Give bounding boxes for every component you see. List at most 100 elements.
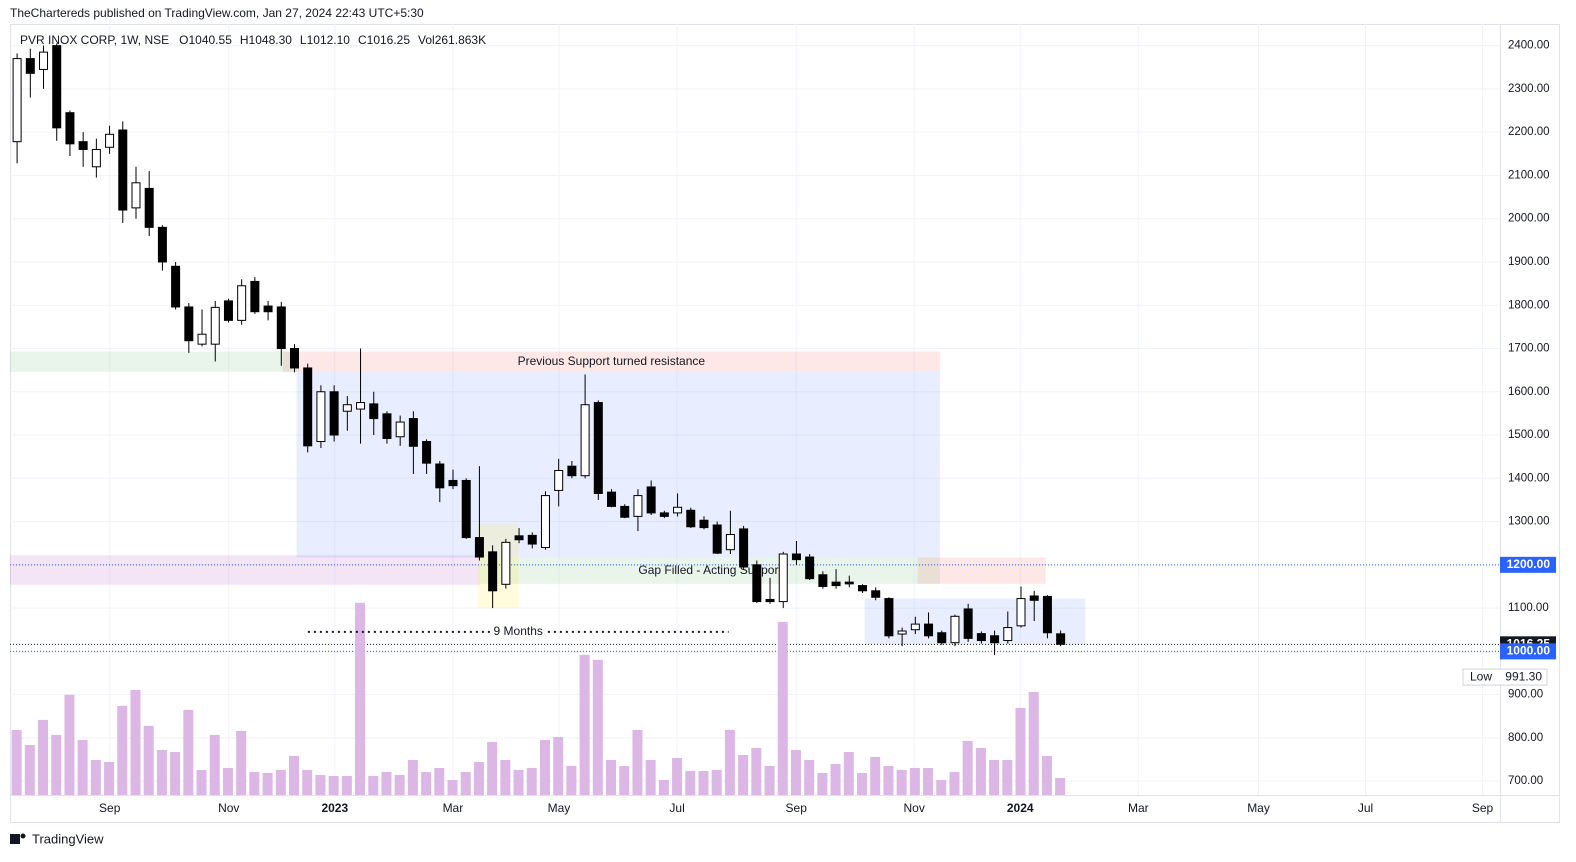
volume-bar [460,771,471,795]
ohlc-label: O1040.55 [179,33,232,47]
volume-bar [434,767,445,795]
candle-body [607,491,617,507]
candle-body [448,479,458,487]
volume-bar [936,779,947,795]
candle-body [871,590,881,598]
y-tick-label: 2100.00 [1508,169,1550,181]
x-tick-label: Nov [218,801,239,815]
candle-body [12,58,22,143]
measure-label-bg [490,623,547,640]
volume-bar [724,729,735,795]
candle-body [844,581,854,585]
volume-bar [685,770,696,795]
volume-bar [896,769,907,795]
price-badge [1500,556,1556,573]
volume-bar [672,757,683,795]
candle-body [250,280,260,313]
candle-body [1003,627,1013,642]
candle-body [395,421,405,438]
candle-body [514,535,524,541]
volume-bar [698,770,709,795]
volume-bar [658,779,669,795]
candle-body [963,608,973,639]
ohlc-label: C1016.25 [358,33,410,47]
candle-body [474,537,484,558]
candle-body [805,556,815,580]
candle-body [316,391,326,443]
volume-bar [222,767,233,795]
volume-bar [117,705,128,795]
zone [296,371,940,558]
candle-body [435,463,445,489]
volume-bar [51,734,62,795]
x-tick-label: Sep [99,801,121,815]
candle-body [593,402,603,494]
volume-bar [764,765,775,795]
price-badge-label: 1200.00 [1507,557,1551,571]
y-tick-label: 2000.00 [1508,213,1550,225]
volume-bar [856,772,867,795]
volume-bar [130,689,141,795]
candle-body [765,598,775,603]
candle-body [78,141,88,150]
candle-body [276,306,286,349]
candle-body [39,51,49,70]
candle-body [144,187,154,228]
volume-bar [804,759,815,795]
x-tick-label: Sep [1472,801,1494,815]
volume-bar [473,761,484,795]
x-tick-label: Sep [786,801,808,815]
volume-bar [606,759,617,795]
candle-body [237,285,247,321]
candle-body [303,367,313,447]
candle-body [52,45,62,129]
candle-body [1042,595,1052,634]
candle-body [408,418,418,447]
volume-bar [566,765,577,795]
frame [10,24,1560,823]
volume-bar [196,769,207,795]
zone-label: Previous Support turned resistance [518,354,706,368]
volume-bar [64,694,75,795]
candle-body [712,524,722,554]
candle-body [673,506,683,514]
candle-body [1056,633,1066,645]
volume-bar [711,769,722,795]
x-tick-label: Jul [669,801,684,815]
candle-body [699,519,709,529]
volume-bar [1041,755,1052,795]
low-badge-name: Low [1470,669,1492,683]
candle-body [950,615,960,644]
candle-body [223,300,233,321]
volume-bar [288,755,299,795]
ohlc-label: L1012.10 [300,33,350,47]
candle-body [897,630,907,635]
volume-bar [262,772,273,795]
y-tick-label: 1300.00 [1508,516,1550,528]
candle-body [633,495,643,517]
y-tick-label: 1700.00 [1508,343,1550,355]
volume-bar [104,761,115,795]
footer-logo [10,833,26,844]
y-tick-label: 2400.00 [1508,40,1550,52]
zone [864,598,1086,645]
y-tick-label: 2300.00 [1508,83,1550,95]
candle-body [157,226,167,263]
volume-bar [1015,707,1026,795]
candle-body [778,553,788,603]
candle-body [329,391,339,436]
volume-bar [407,759,418,795]
volume-bar [989,759,1000,795]
volume-bar [355,602,366,795]
volume-bar [487,741,498,795]
candle-body [210,306,220,345]
zone [282,351,940,372]
volume-bar [394,774,405,795]
volume-bar [962,740,973,795]
candle-body [461,479,471,539]
zone [10,555,481,585]
candle-body [488,551,498,592]
volume-bar [923,767,934,795]
candle-body [1016,598,1026,627]
volume-bar [579,654,590,795]
